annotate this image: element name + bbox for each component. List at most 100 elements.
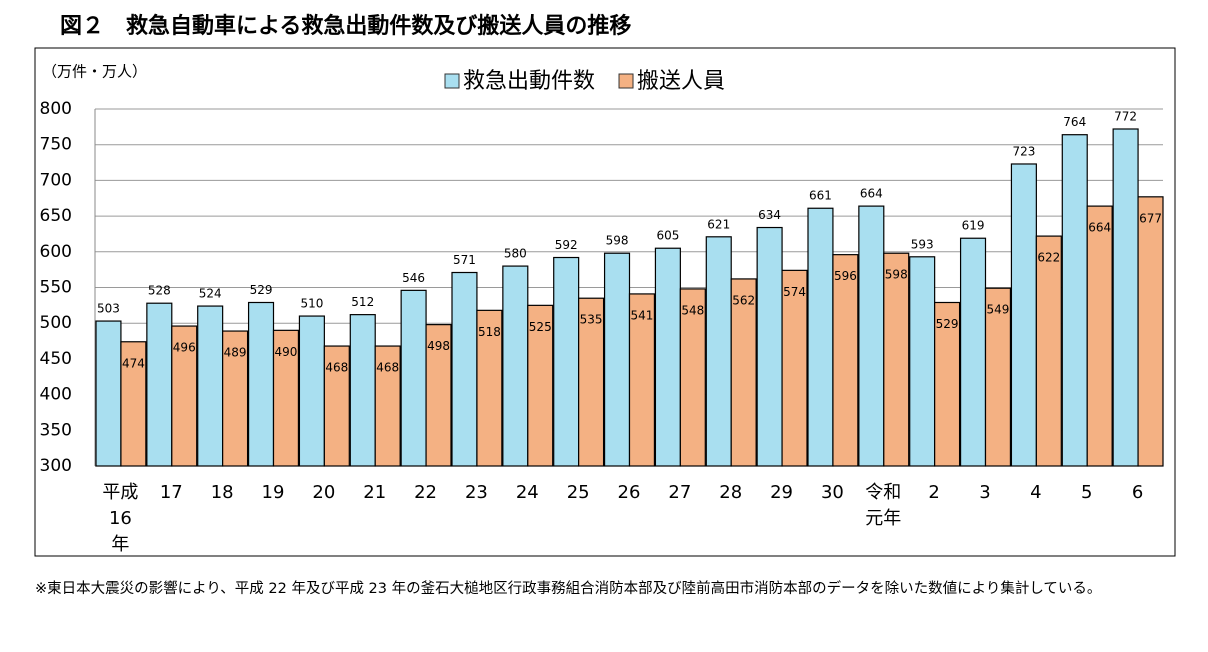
x-tick-label: 29	[770, 482, 794, 503]
bar	[858, 205, 885, 467]
value-label: 723	[1012, 144, 1035, 158]
value-label: 598	[606, 234, 629, 248]
bar	[553, 256, 580, 467]
bar	[400, 289, 427, 467]
value-label: 468	[376, 361, 399, 375]
value-label: 593	[911, 237, 934, 251]
bar	[1010, 163, 1037, 467]
bar	[959, 237, 987, 467]
x-tick-label: 平成16年	[102, 482, 139, 555]
bar	[425, 324, 452, 467]
x-tick-label: 5	[1080, 482, 1093, 503]
bar	[476, 309, 503, 467]
value-label: 661	[809, 189, 832, 203]
bar	[1061, 134, 1088, 467]
bar	[298, 315, 325, 467]
bar	[374, 345, 401, 467]
bar	[272, 329, 300, 467]
y-tick-label: 550	[40, 278, 72, 298]
value-label: 598	[885, 268, 908, 282]
value-label: 596	[834, 269, 857, 283]
legend-label: 救急出動件数	[463, 69, 595, 94]
bar	[730, 278, 757, 467]
bar	[705, 236, 732, 467]
bar	[807, 207, 834, 467]
bar	[323, 345, 350, 467]
value-label: 772	[1114, 109, 1137, 123]
value-label: 605	[656, 229, 679, 243]
value-label: 571	[453, 253, 476, 267]
y-tick-label: 800	[40, 99, 72, 119]
bar	[222, 330, 249, 467]
bar	[603, 252, 631, 467]
footnote: ※東日本大震災の影響により、平成 22 年及び平成 23 年の釜石大槌地区行政事…	[35, 581, 1102, 597]
x-tick-label: 25	[566, 482, 590, 503]
x-tick-label: 18	[210, 482, 234, 503]
bar	[781, 269, 808, 467]
value-label: 574	[783, 285, 806, 299]
value-label: 535	[580, 313, 603, 327]
value-label: 548	[681, 303, 704, 317]
bar	[120, 341, 147, 467]
bar	[171, 325, 198, 467]
value-label: 496	[173, 341, 196, 355]
bar	[883, 252, 910, 467]
y-tick-label: 600	[40, 242, 72, 262]
x-tick-label: 23	[464, 482, 488, 503]
value-label: 518	[478, 325, 501, 339]
value-label: 498	[427, 339, 450, 353]
bar	[628, 293, 656, 467]
legend-label: 搬送人員	[637, 69, 725, 94]
value-label: 764	[1063, 115, 1086, 129]
bar	[502, 265, 529, 467]
value-label: 549	[987, 303, 1010, 317]
x-tick-label: 27	[668, 482, 692, 503]
x-tick-label: 2	[928, 482, 940, 503]
value-label: 524	[199, 287, 222, 301]
x-tick-label: 30	[820, 482, 844, 503]
bar	[1086, 205, 1113, 467]
x-tick-label: 26	[617, 482, 641, 503]
y-tick-label: 500	[40, 313, 72, 333]
bar	[1137, 196, 1164, 467]
value-label: 474	[122, 356, 145, 370]
value-label: 468	[325, 361, 348, 375]
x-tick-label: 21	[363, 482, 387, 503]
y-tick-label: 450	[40, 349, 72, 369]
y-axis-label: （万件・万人）	[42, 63, 147, 81]
y-tick-label: 400	[40, 385, 72, 405]
x-tick-label: 24	[515, 482, 539, 503]
value-label: 580	[504, 247, 527, 261]
x-tick-label: 6	[1131, 482, 1144, 503]
value-label: 664	[860, 187, 883, 201]
x-tick-label: 3	[979, 482, 991, 503]
chart-title: 図２ 救急自動車による救急出動件数及び搬送人員の推移	[60, 14, 632, 39]
y-tick-label: 300	[40, 456, 72, 476]
y-tick-label: 750	[40, 135, 72, 155]
bar	[934, 301, 961, 467]
bar	[654, 247, 681, 467]
value-label: 529	[250, 283, 273, 297]
bar	[679, 288, 706, 467]
value-label: 634	[758, 208, 781, 222]
bar	[451, 271, 478, 467]
value-label: 677	[1139, 211, 1162, 225]
x-tick-label: 20	[312, 482, 336, 503]
legend-swatch	[444, 73, 460, 89]
bar	[832, 254, 859, 467]
bar	[984, 287, 1012, 467]
y-tick-label: 350	[40, 420, 72, 440]
bar	[197, 305, 224, 467]
value-label: 512	[351, 295, 374, 309]
value-label: 619	[962, 219, 985, 233]
x-tick-label: 22	[414, 482, 438, 503]
value-label: 592	[555, 238, 578, 252]
value-label: 525	[529, 320, 552, 334]
bar	[95, 320, 122, 467]
value-label: 489	[224, 346, 247, 360]
x-tick-label: 19	[261, 482, 285, 503]
x-tick-label: 4	[1030, 482, 1042, 503]
legend-swatch	[618, 73, 634, 89]
bar	[146, 302, 173, 467]
bar	[1035, 235, 1062, 467]
